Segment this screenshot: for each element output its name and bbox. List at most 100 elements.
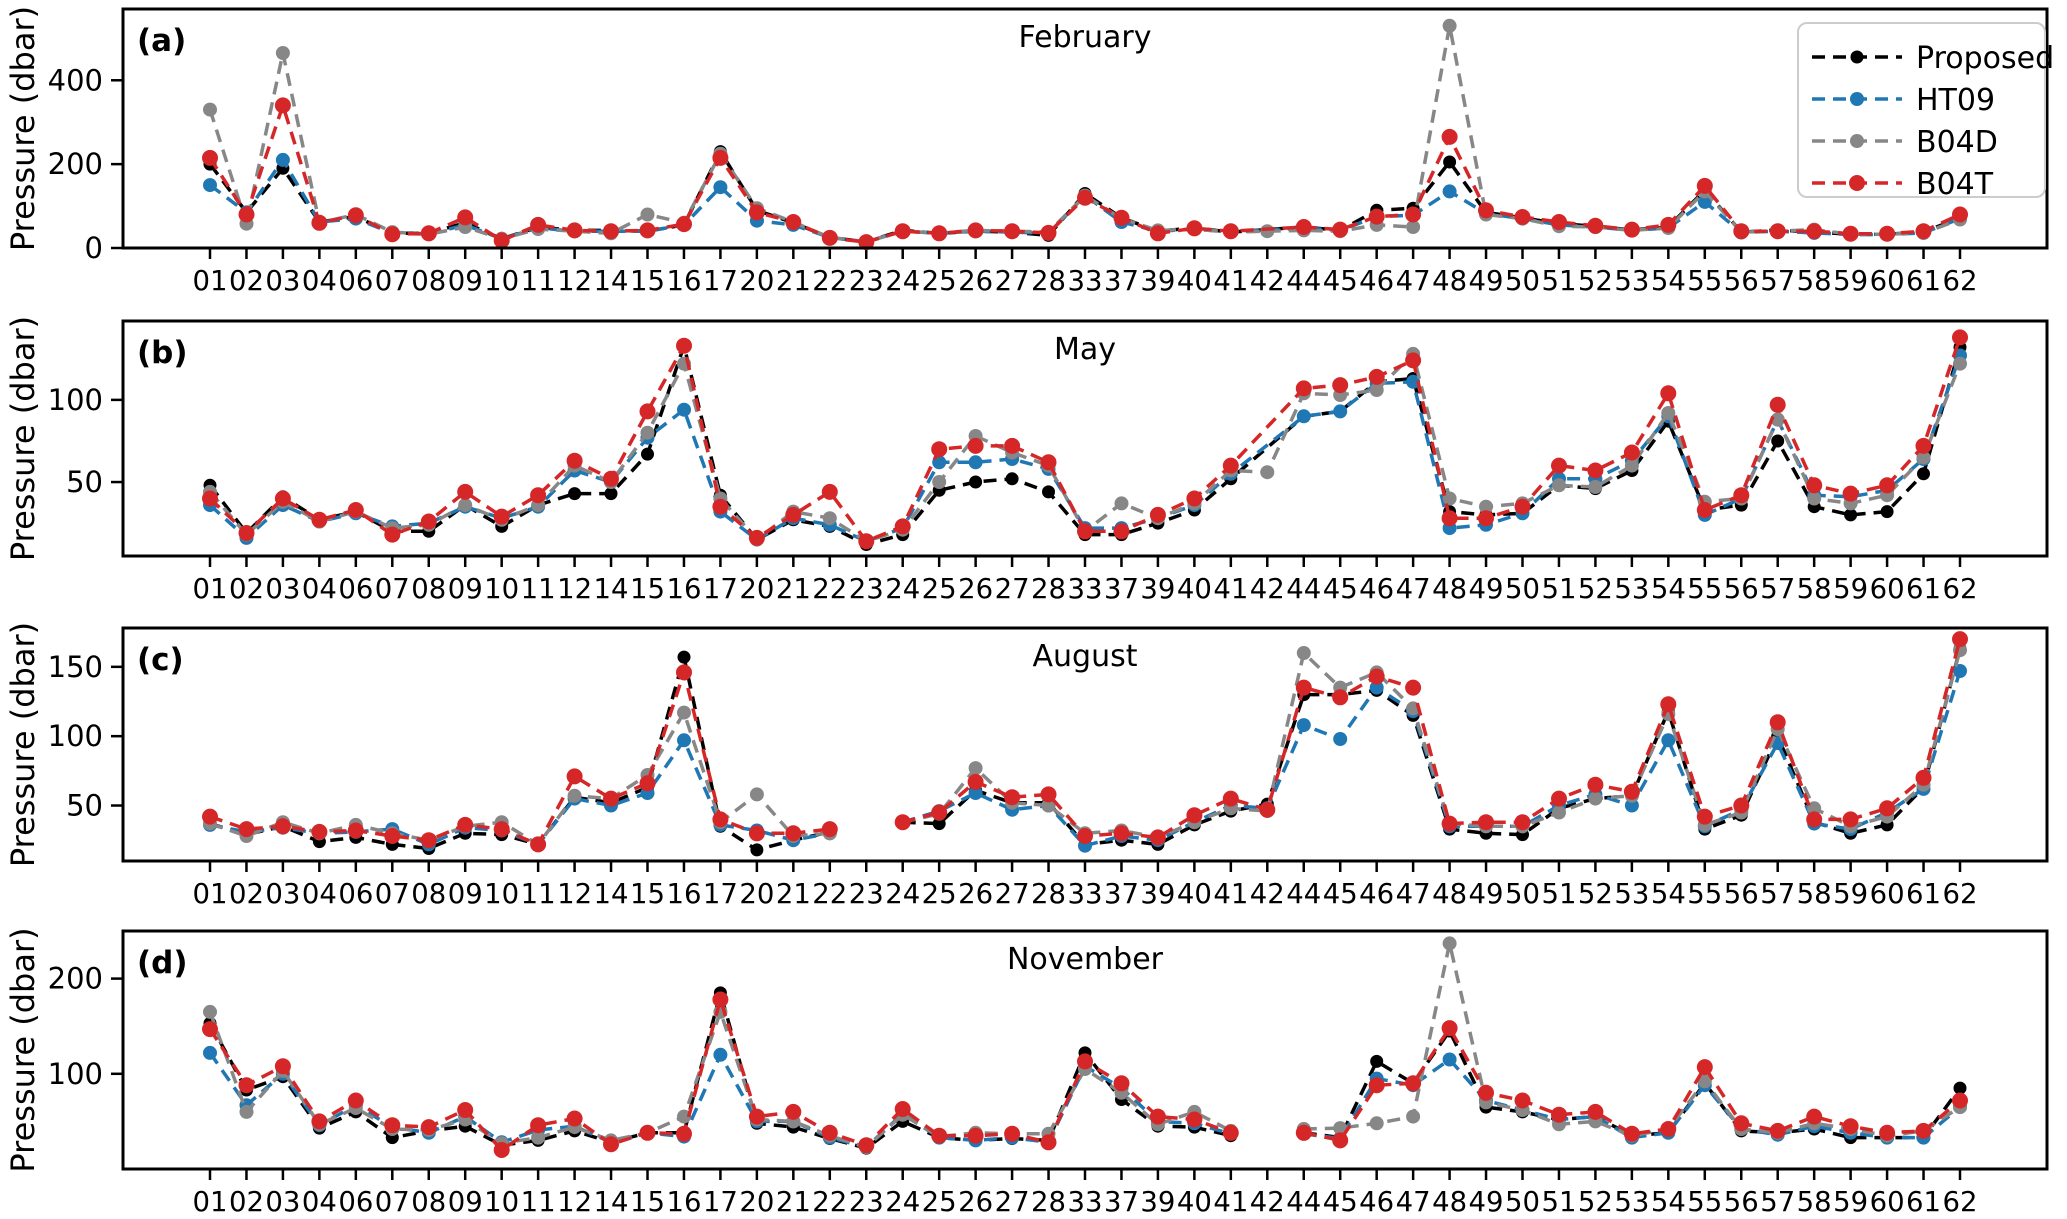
data-point-b04t (1113, 209, 1130, 226)
x-tick-label: 51 (1541, 573, 1576, 605)
legend-box (1797, 22, 2046, 198)
data-point-b04t (785, 1103, 802, 1120)
data-point-b04d (1114, 496, 1129, 511)
x-tick-label: 52 (1578, 1186, 1613, 1217)
x-tick-label: 61 (1906, 1186, 1941, 1217)
x-tick-label: 25 (922, 878, 957, 910)
data-point-ht09 (1406, 374, 1421, 389)
y-tick-label: 100 (48, 1057, 103, 1091)
data-point-b04t (931, 1127, 948, 1144)
data-point-b04t (1842, 485, 1859, 502)
data-point-ht09 (275, 152, 290, 167)
data-point-ht09 (677, 733, 691, 748)
data-point-b04t (1952, 206, 1968, 223)
x-tick-label: 45 (1323, 1186, 1358, 1217)
panel-tag: (a) (137, 23, 186, 59)
x-tick-label: 06 (338, 573, 373, 605)
x-tick-label: 22 (812, 878, 847, 910)
data-point-b04d (1807, 801, 1822, 816)
data-point-b04t (1806, 477, 1823, 494)
legend-label: B04T (1916, 167, 1994, 202)
data-point-b04t (748, 825, 765, 842)
data-point-b04t (274, 97, 291, 114)
data-point-ht09 (1333, 732, 1348, 746)
panel-tag: (d) (137, 945, 188, 981)
data-point-b04t (1441, 510, 1458, 527)
data-point-b04t (1733, 797, 1750, 814)
data-point-b04d (239, 1104, 254, 1119)
x-tick-label: 21 (776, 265, 811, 297)
data-point-b04t (1040, 1134, 1057, 1151)
data-point-b04t (566, 222, 583, 239)
x-tick-label: 12 (557, 878, 592, 910)
x-tick-label: 42 (1250, 1186, 1285, 1217)
x-tick-label: 40 (1177, 573, 1212, 605)
x-tick-label: 59 (1833, 265, 1868, 297)
data-point-b04t (1368, 208, 1385, 225)
data-point-b04t (1842, 811, 1859, 828)
legend-marker (1850, 50, 1864, 64)
data-point-b04t (1186, 490, 1203, 507)
data-point-b04t (1696, 502, 1713, 518)
series-line-b04d (208, 1006, 1232, 1150)
data-point-b04t (1405, 206, 1422, 223)
data-point-b04t (1551, 457, 1567, 474)
x-tick-label: 27 (995, 1186, 1030, 1217)
data-point-ht09 (1661, 733, 1676, 748)
data-point-b04t (1514, 814, 1531, 831)
x-tick-label: 09 (448, 1186, 483, 1217)
series-line-proposed (209, 656, 831, 852)
x-tick-label: 22 (812, 1186, 847, 1217)
x-tick-label: 01 (193, 878, 228, 910)
data-point-b04t (821, 483, 838, 500)
data-point-b04d (1296, 646, 1311, 660)
data-point-proposed (932, 817, 946, 831)
data-point-b04t (530, 1117, 547, 1134)
x-tick-label: 49 (1469, 1186, 1504, 1217)
data-point-b04d (1661, 406, 1676, 420)
plot-border (121, 626, 2049, 863)
x-tick-label: 51 (1541, 878, 1576, 910)
x-tick-label: 41 (1213, 1186, 1248, 1217)
data-point-b04t (384, 1117, 401, 1134)
data-point-b04d (1770, 412, 1785, 427)
data-point-b04t (457, 209, 474, 226)
data-point-b04t (1368, 1077, 1385, 1094)
x-tick-label: 44 (1286, 573, 1321, 605)
data-point-b04t (347, 1092, 364, 1109)
x-tick-label: 07 (375, 265, 410, 297)
x-tick-label: 16 (666, 1186, 701, 1217)
x-tick-label: 59 (1833, 573, 1868, 605)
data-point-b04t (712, 149, 729, 166)
data-point-b04t (748, 529, 765, 546)
x-tick-label: 58 (1797, 573, 1832, 605)
data-point-b04t (1259, 801, 1276, 818)
legend-marker (1850, 134, 1864, 148)
data-point-b04t (1915, 223, 1932, 240)
data-point-b04t (493, 508, 510, 525)
data-point-b04d (1479, 499, 1493, 514)
data-point-b04t (1514, 498, 1531, 515)
data-point-b04t (1295, 219, 1312, 235)
x-tick-label: 56 (1724, 573, 1759, 605)
data-point-ht09 (1624, 798, 1639, 813)
data-point-ht09 (1953, 664, 1967, 678)
data-point-b04d (1552, 805, 1566, 820)
panel-tag: (b) (137, 335, 188, 371)
data-point-b04t (530, 487, 547, 504)
x-tick-label: 02 (229, 265, 264, 297)
data-point-b04t (894, 223, 911, 240)
data-point-b04t (1514, 209, 1531, 225)
y-tick-label: 200 (48, 147, 103, 181)
x-tick-label: 56 (1724, 265, 1759, 297)
series-line-b04d (902, 649, 1962, 840)
x-tick-label: 26 (958, 573, 993, 605)
data-point-ht09 (713, 180, 728, 195)
data-point-b04t (1769, 396, 1786, 413)
data-point-b04t (1660, 696, 1677, 713)
x-tick-label: 14 (594, 573, 629, 605)
data-point-b04d (1588, 791, 1603, 806)
y-axis-label: Pressure (dbar) (4, 622, 42, 867)
x-tick-label: 15 (630, 573, 665, 605)
data-point-b04t (1879, 225, 1896, 242)
